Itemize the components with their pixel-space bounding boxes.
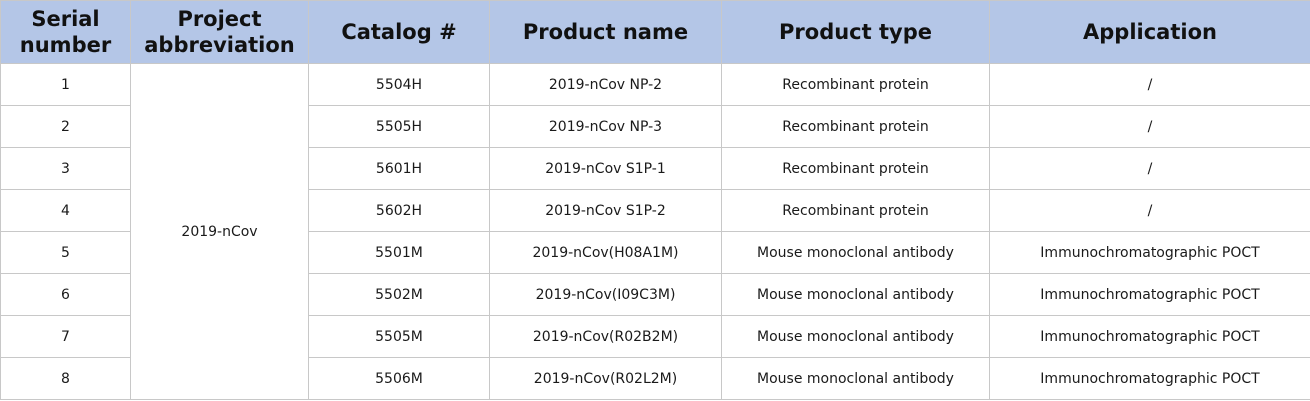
catalog-cell: 5502M [308, 273, 490, 316]
product-name-cell: 2019-nCov NP-3 [489, 105, 722, 148]
table-row: 6 5502M 2019-nCov(I09C3M) Mouse monoclon… [0, 273, 1310, 316]
product-type-cell: Mouse monoclonal antibody [721, 357, 990, 400]
serial-cell: 7 [0, 315, 131, 358]
catalog-cell: 5505M [308, 315, 490, 358]
serial-cell: 3 [0, 147, 131, 190]
header-row: Serial number Project abbreviation Catal… [0, 0, 1310, 64]
header-catalog-number: Catalog # [308, 0, 490, 64]
application-cell: / [989, 147, 1310, 190]
serial-cell: 8 [0, 357, 131, 400]
serial-cell: 4 [0, 189, 131, 232]
serial-cell: 5 [0, 231, 131, 274]
serial-cell: 6 [0, 273, 131, 316]
table-row: 7 5505M 2019-nCov(R02B2M) Mouse monoclon… [0, 315, 1310, 358]
project-abbreviation-cell: 2019-nCov [130, 63, 309, 400]
catalog-cell: 5506M [308, 357, 490, 400]
product-type-cell: Mouse monoclonal antibody [721, 315, 990, 358]
application-cell: / [989, 63, 1310, 106]
product-type-cell: Recombinant protein [721, 147, 990, 190]
catalog-cell: 5501M [308, 231, 490, 274]
catalog-cell: 5602H [308, 189, 490, 232]
serial-cell: 2 [0, 105, 131, 148]
header-project-abbreviation: Project abbreviation [130, 0, 309, 64]
table-row: 5 5501M 2019-nCov(H08A1M) Mouse monoclon… [0, 231, 1310, 274]
application-cell: / [989, 189, 1310, 232]
header-product-type: Product type [721, 0, 990, 64]
table-row: 2 5505H 2019-nCov NP-3 Recombinant prote… [0, 105, 1310, 148]
product-name-cell: 2019-nCov(I09C3M) [489, 273, 722, 316]
product-name-cell: 2019-nCov(H08A1M) [489, 231, 722, 274]
application-cell: Immunochromatographic POCT [989, 315, 1310, 358]
application-cell: Immunochromatographic POCT [989, 231, 1310, 274]
product-type-cell: Mouse monoclonal antibody [721, 273, 990, 316]
product-type-cell: Recombinant protein [721, 105, 990, 148]
catalog-cell: 5601H [308, 147, 490, 190]
table-row: 8 5506M 2019-nCov(R02L2M) Mouse monoclon… [0, 357, 1310, 400]
product-name-cell: 2019-nCov NP-2 [489, 63, 722, 106]
serial-cell: 1 [0, 63, 131, 106]
application-cell: Immunochromatographic POCT [989, 357, 1310, 400]
catalog-cell: 5504H [308, 63, 490, 106]
product-type-cell: Recombinant protein [721, 63, 990, 106]
product-name-cell: 2019-nCov(R02B2M) [489, 315, 722, 358]
product-type-cell: Recombinant protein [721, 189, 990, 232]
application-cell: / [989, 105, 1310, 148]
header-product-name: Product name [489, 0, 722, 64]
product-name-cell: 2019-nCov(R02L2M) [489, 357, 722, 400]
table-row: 1 2019-nCov 5504H 2019-nCov NP-2 Recombi… [0, 63, 1310, 400]
application-cell: Immunochromatographic POCT [989, 273, 1310, 316]
header-serial-number: Serial number [0, 0, 131, 64]
header-application: Application [989, 0, 1310, 64]
product-name-cell: 2019-nCov S1P-1 [489, 147, 722, 190]
catalog-cell: 5505H [308, 105, 490, 148]
product-name-cell: 2019-nCov S1P-2 [489, 189, 722, 232]
product-type-cell: Mouse monoclonal antibody [721, 231, 990, 274]
